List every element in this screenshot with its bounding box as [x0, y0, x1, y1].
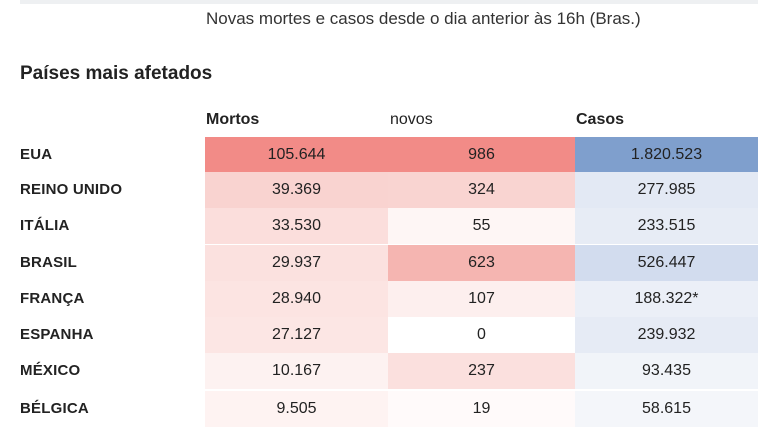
new-deaths-cell: 986: [388, 137, 575, 173]
cases-cell: 526.447: [575, 245, 758, 281]
deaths-cell: 10.167: [205, 353, 388, 389]
new-deaths-cell: 623: [388, 245, 575, 281]
cases-cell: 277.985: [575, 172, 758, 208]
cases-cell: 93.435: [575, 353, 758, 389]
cases-cell: 58.615: [575, 391, 758, 427]
table-row: ITÁLIA 33.530 55 233.515: [0, 208, 778, 244]
country-name: ESPANHA: [20, 326, 94, 343]
cases-cell: 239.932: [575, 317, 758, 353]
section-title: Países mais afetados: [20, 63, 213, 84]
country-name: REINO UNIDO: [20, 181, 123, 198]
table-row: FRANÇA 28.940 107 188.322*: [0, 281, 778, 317]
country-name: FRANÇA: [20, 290, 85, 307]
new-deaths-cell: 107: [388, 281, 575, 317]
new-deaths-cell: 19: [388, 391, 575, 427]
deaths-cell: 29.937: [205, 245, 388, 281]
table-row: ESPANHA 27.127 0 239.932: [0, 317, 778, 353]
new-deaths-cell: 237: [388, 353, 575, 389]
table-row: REINO UNIDO 39.369 324 277.985: [0, 172, 778, 208]
country-name: ITÁLIA: [20, 217, 70, 234]
deaths-cell: 9.505: [205, 391, 388, 427]
cases-cell: 233.515: [575, 208, 758, 244]
column-header-novos: novos: [390, 111, 433, 128]
deaths-cell: 39.369: [205, 172, 388, 208]
cases-cell: 1.820.523: [575, 137, 758, 173]
deaths-cell: 105.644: [205, 137, 388, 173]
deaths-cell: 27.127: [205, 317, 388, 353]
country-name: BRASIL: [20, 254, 78, 271]
new-deaths-cell: 324: [388, 172, 575, 208]
new-deaths-cell: 55: [388, 208, 575, 244]
top-divider-bar: [20, 0, 758, 4]
country-name: EUA: [20, 146, 53, 163]
column-header-casos: Casos: [576, 111, 625, 128]
deaths-cell: 28.940: [205, 281, 388, 317]
deaths-cell: 33.530: [205, 208, 388, 244]
country-name: MÉXICO: [20, 362, 81, 379]
table-row: EUA 105.644 986 1.820.523: [0, 137, 778, 173]
table-row: BÉLGICA 9.505 19 58.615: [0, 391, 778, 427]
cases-cell: 188.322*: [575, 281, 758, 317]
chart-subtitle: Novas mortes e casos desde o dia anterio…: [206, 9, 641, 28]
country-name: BÉLGICA: [20, 400, 89, 417]
table-row: MÉXICO 10.167 237 93.435: [0, 353, 778, 389]
column-header-mortos: Mortos: [206, 111, 260, 128]
table-row: BRASIL 29.937 623 526.447: [0, 245, 778, 281]
new-deaths-cell: 0: [388, 317, 575, 353]
